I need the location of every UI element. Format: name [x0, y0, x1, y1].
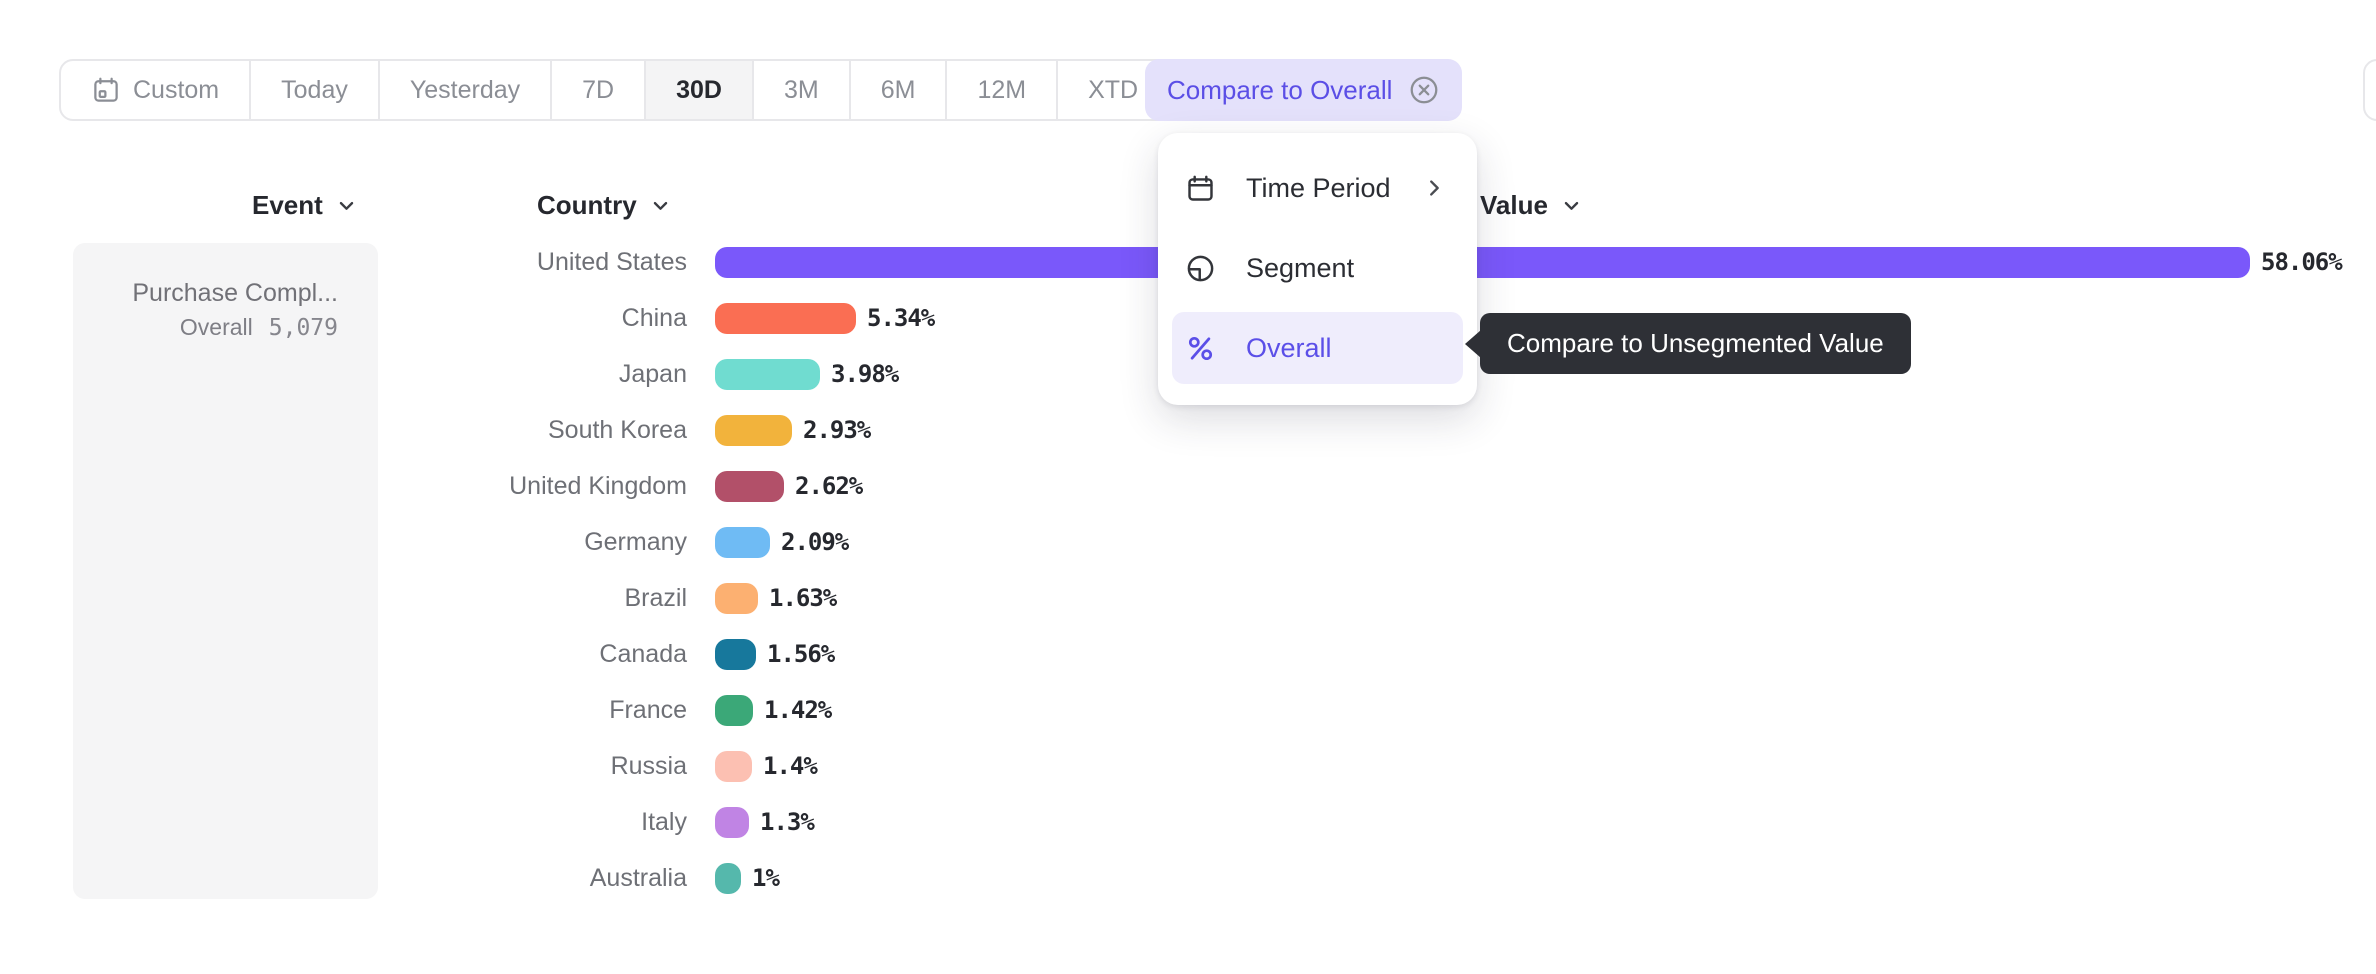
- table-row: Canada 1.56%: [0, 626, 2376, 682]
- country-label: Japan: [618, 359, 687, 388]
- table-row: France 1.42%: [0, 682, 2376, 738]
- range-6m[interactable]: 6M: [851, 61, 948, 119]
- compare-dropdown-menu: Time Period Segment Overall: [1158, 133, 1477, 405]
- range-7d[interactable]: 7D: [552, 61, 647, 119]
- table-row: Australia 1%: [0, 850, 2376, 906]
- value-bar[interactable]: [715, 358, 820, 390]
- range-12m[interactable]: 12M: [947, 61, 1059, 119]
- value-label: 5.34%: [867, 304, 935, 332]
- value-bar[interactable]: [715, 806, 749, 838]
- range-today[interactable]: Today: [251, 61, 380, 119]
- table-row: South Korea 2.93%: [0, 402, 2376, 458]
- country-label: Germany: [584, 527, 687, 556]
- value-bar[interactable]: [715, 526, 770, 558]
- value-bar[interactable]: [715, 582, 758, 614]
- value-bar[interactable]: [715, 750, 752, 782]
- segment-icon: [1185, 253, 1216, 284]
- table-row: China 5.34%: [0, 290, 2376, 346]
- table-row: Italy 1.3%: [0, 794, 2376, 850]
- chevron-down-icon: [651, 196, 670, 215]
- value-label: 1%: [752, 864, 780, 892]
- value-bar[interactable]: [715, 862, 741, 894]
- table-row: United Kingdom 2.62%: [0, 458, 2376, 514]
- range-yesterday[interactable]: Yesterday: [380, 61, 553, 119]
- calendar-icon: [1185, 173, 1216, 204]
- value-label: 1.4%: [763, 752, 818, 780]
- column-header-country[interactable]: Country: [537, 187, 670, 223]
- table-row: Russia 1.4%: [0, 738, 2376, 794]
- menu-item-time-period[interactable]: Time Period: [1172, 152, 1463, 224]
- table-row: Germany 2.09%: [0, 514, 2376, 570]
- value-bar[interactable]: [715, 302, 856, 334]
- chevron-down-icon: [1562, 196, 1581, 215]
- overall-value: 5,079: [268, 315, 338, 341]
- value-bar[interactable]: [715, 470, 784, 502]
- range-xtd[interactable]: XTD: [1058, 61, 1202, 119]
- table-row: United States 58.06%: [0, 234, 2376, 290]
- value-bar[interactable]: [715, 638, 756, 670]
- range-30d[interactable]: 30D: [646, 61, 754, 119]
- value-label: 1.63%: [769, 584, 837, 612]
- column-header-event[interactable]: Event: [252, 187, 356, 223]
- event-name: Purchase Compl...: [132, 279, 338, 307]
- value-label: 2.09%: [781, 528, 849, 556]
- range-3m[interactable]: 3M: [754, 61, 851, 119]
- value-label: 2.93%: [803, 416, 871, 444]
- value-bar[interactable]: [715, 246, 2250, 278]
- clipped-button-group: [2363, 59, 2376, 121]
- country-label: United Kingdom: [509, 471, 687, 500]
- country-label: China: [621, 303, 687, 332]
- value-bar[interactable]: [715, 694, 753, 726]
- tooltip-text: Compare to Unsegmented Value: [1507, 328, 1884, 358]
- range-custom[interactable]: Custom: [61, 61, 252, 119]
- tooltip: Compare to Unsegmented Value: [1465, 313, 1911, 374]
- date-range-picker: Custom Today Yesterday 7D 30D 3M 6M 12M …: [59, 59, 1205, 121]
- country-label: Canada: [599, 639, 687, 668]
- country-label: United States: [536, 247, 687, 276]
- overall-label: Overall: [179, 314, 253, 340]
- calendar-icon: [91, 75, 121, 105]
- chevron-down-icon: [337, 196, 356, 215]
- menu-item-segment[interactable]: Segment: [1172, 232, 1463, 304]
- circled-x-icon[interactable]: [1408, 74, 1440, 106]
- country-label: South Korea: [548, 415, 687, 444]
- value-label: 1.56%: [767, 640, 835, 668]
- country-label: Brazil: [624, 583, 687, 612]
- value-label: 1.3%: [760, 808, 815, 836]
- compare-label: Compare to Overall: [1167, 74, 1393, 105]
- column-header-value[interactable]: Value: [1480, 187, 1581, 223]
- chevron-right-icon: [1423, 177, 1445, 199]
- table-row: Japan 3.98%: [0, 346, 2376, 402]
- value-label: 58.06%: [2261, 248, 2343, 276]
- country-label: Italy: [641, 807, 687, 836]
- range-label: Custom: [133, 75, 220, 104]
- compare-to-overall-button[interactable]: Compare to Overall: [1145, 59, 1463, 121]
- table-row: Brazil 1.63%: [0, 570, 2376, 626]
- value-bar[interactable]: [715, 414, 792, 446]
- value-label: 2.62%: [795, 472, 863, 500]
- event-cell[interactable]: Purchase Compl... Overall 5,079: [73, 243, 378, 899]
- country-label: Russia: [610, 751, 687, 780]
- chart-rows: United States 58.06% China 5.34% Japan 3…: [0, 234, 2376, 906]
- value-label: 1.42%: [764, 696, 832, 724]
- percent-icon: [1185, 333, 1216, 364]
- event-overall: Overall 5,079: [73, 314, 338, 341]
- menu-item-overall[interactable]: Overall: [1172, 312, 1463, 384]
- tooltip-arrow-icon: [1465, 329, 1481, 358]
- country-label: Australia: [589, 863, 687, 892]
- country-label: France: [609, 695, 687, 724]
- value-label: 3.98%: [831, 360, 899, 388]
